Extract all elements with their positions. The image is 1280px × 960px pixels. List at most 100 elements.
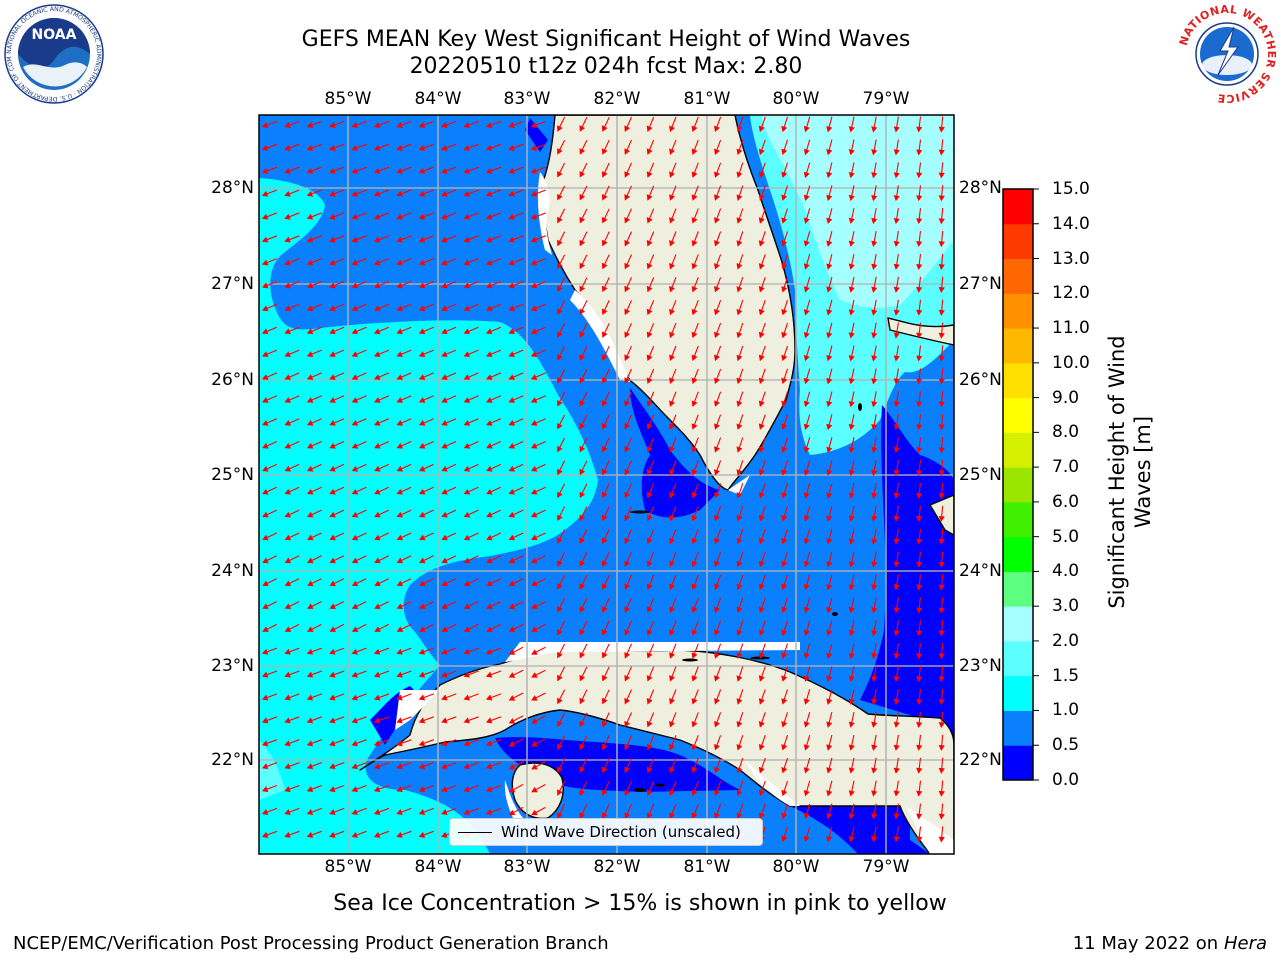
sea-ice-note: Sea Ice Concentration > 15% is shown in …: [333, 891, 947, 916]
wind-arrow-head: [848, 652, 855, 660]
wind-arrow-head: [781, 308, 788, 316]
wind-arrow-head: [306, 557, 314, 564]
wind-arrow-head: [758, 125, 765, 133]
wind-arrow-head: [396, 282, 403, 289]
wind-arrow-head: [826, 286, 833, 293]
wind-arrow-head: [261, 122, 269, 128]
wind-arrow-head: [601, 583, 608, 590]
wind-arrow-head: [441, 648, 448, 655]
wind-arrow-head: [736, 194, 743, 201]
wind-arrow-head: [758, 583, 765, 591]
wind-arrow-head: [262, 511, 269, 518]
wind-arrow-head: [557, 262, 563, 270]
wind-arrow-head: [646, 194, 653, 201]
wind-arrow-head: [736, 675, 743, 682]
wind-arrow-head: [691, 721, 698, 728]
wind-arrow-head: [508, 328, 515, 335]
wind-arrow-head: [419, 603, 426, 609]
wind-arrow-head: [508, 786, 516, 793]
lon-label-top: 82°W: [593, 89, 641, 109]
wind-arrow-head: [916, 676, 923, 683]
wind-arrow-head: [669, 240, 675, 247]
wind-arrow-head: [486, 511, 493, 518]
wind-arrow-head: [646, 514, 653, 522]
wind-arrow-head: [916, 378, 923, 385]
wind-arrow-head: [601, 148, 608, 155]
wind-arrow-head: [803, 538, 810, 545]
wind-arrow-head: [396, 740, 403, 747]
wind-arrow-head: [758, 606, 765, 614]
wind-arrow-head: [508, 740, 516, 747]
wind-arrow-head: [396, 465, 403, 472]
wind-arrow-head: [463, 626, 471, 632]
wind-arrow-head: [803, 744, 810, 751]
wind-arrow-head: [530, 488, 538, 495]
contour-bay-east: [860, 405, 954, 760]
wind-arrow-head: [284, 580, 292, 587]
wind-arrow-head: [758, 217, 765, 224]
wind-arrow-head: [781, 194, 788, 201]
contour-cuba-southeast: [790, 806, 930, 854]
wind-arrow-head: [758, 194, 765, 201]
wind-arrow-head: [601, 743, 608, 751]
colorbar-tick-label: 15.0: [1052, 179, 1090, 199]
wind-arrow-head: [781, 354, 788, 362]
wind-arrow-head: [374, 374, 381, 380]
wind-arrow-head: [669, 262, 675, 270]
wind-arrow-head: [803, 148, 810, 156]
wind-arrow-head: [508, 213, 515, 220]
wind-arrow-head: [601, 285, 608, 293]
wind-arrow-head: [530, 534, 538, 541]
wind-arrow-head: [601, 377, 608, 384]
wind-arrow-head: [329, 534, 336, 541]
lon-label-bottom: 83°W: [503, 857, 551, 877]
wind-arrow-head: [579, 148, 586, 155]
wind-arrow-head: [826, 584, 833, 591]
wind-arrow-head: [374, 442, 381, 449]
wind-arrow-head: [374, 282, 381, 289]
wind-arrow-head: [557, 560, 563, 567]
wind-arrow-head: [579, 514, 586, 522]
wind-arrow-head: [418, 282, 426, 289]
lat-label-left: 22°N: [211, 750, 254, 770]
wind-arrow-head: [938, 767, 945, 774]
wind-arrow-head: [261, 190, 269, 197]
wind-arrow-head: [624, 262, 631, 270]
wind-arrow-head: [871, 172, 878, 179]
wind-arrow-head: [669, 720, 675, 728]
wind-arrow-head: [557, 216, 563, 224]
wind-arrow-head: [893, 424, 900, 431]
wind-arrow-head: [938, 630, 945, 637]
wind-arrow-head: [530, 190, 538, 197]
wind-arrow-head: [531, 580, 538, 587]
wind-arrow-head: [306, 671, 314, 678]
wind-arrow-head: [916, 241, 923, 248]
wind-arrow-head: [441, 420, 448, 426]
wind-arrow-head: [848, 790, 855, 797]
wind-arrow-head: [351, 259, 359, 266]
wind-arrow-head: [329, 282, 336, 289]
colorbar-tick-label: 1.0: [1052, 700, 1080, 721]
wind-arrow-head: [396, 648, 403, 655]
wind-arrow-head: [871, 126, 878, 133]
wind-arrow-head: [714, 537, 720, 545]
wind-arrow-head: [441, 145, 448, 151]
wind-arrow-head: [736, 766, 743, 774]
wind-arrow-head: [463, 145, 470, 151]
wind-arrow-head: [871, 401, 878, 408]
wind-arrow-head: [803, 721, 810, 728]
wind-arrow-head: [579, 171, 586, 178]
colorbar-tick-label: 3.0: [1052, 596, 1080, 617]
wind-arrow-head: [329, 580, 336, 587]
wind-arrow-head: [871, 813, 878, 820]
wind-arrow-head: [557, 766, 563, 773]
wind-arrow-head: [463, 603, 471, 609]
wind-arrow-head: [463, 236, 470, 243]
wind-arrow-head: [557, 308, 563, 315]
wind-arrow-head: [485, 809, 493, 815]
wind-arrow-head: [714, 606, 720, 613]
wind-arrow-head: [396, 671, 403, 678]
wind-arrow-head: [758, 331, 765, 339]
chart-title: GEFS MEAN Key West Significant Height of…: [301, 27, 911, 52]
wind-arrow-head: [396, 694, 403, 701]
